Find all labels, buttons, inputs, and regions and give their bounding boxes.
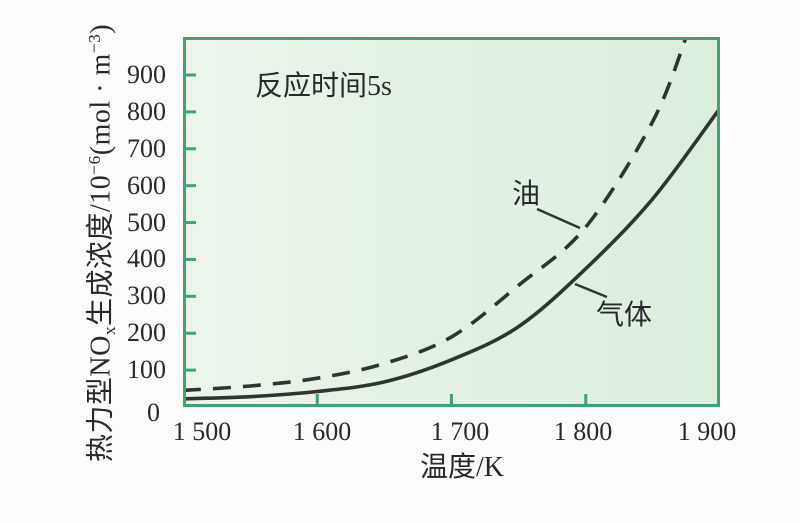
- series-label-oil: 油: [511, 179, 541, 210]
- x-tick-label: 1 800: [553, 417, 613, 446]
- y-tick-label: 400: [127, 244, 166, 274]
- x-axis-title: 温度/K: [419, 452, 504, 483]
- reaction-time-annotation: 反应时间5s: [255, 71, 392, 102]
- y-title-text: 热力型NO: [85, 335, 117, 463]
- y-tick-label: 800: [127, 96, 166, 126]
- y-tick-label: 700: [127, 133, 166, 163]
- y-tick-label: 300: [127, 281, 166, 311]
- y-tick-label: 500: [127, 207, 166, 237]
- series-label-gas: 气体: [595, 300, 653, 331]
- y-tick-label: 100: [127, 355, 166, 385]
- x-tick-label: 1 700: [430, 417, 490, 446]
- x-tick-label: 1 600: [292, 417, 352, 446]
- x-tick-label: 1 900: [677, 417, 737, 446]
- y-tick-label: 600: [127, 170, 166, 200]
- y-tick-label: 200: [127, 318, 166, 348]
- x-tick-label: 1 500: [172, 417, 232, 446]
- y-tick-label: 0: [147, 398, 160, 427]
- y-title-text: ): [85, 23, 117, 34]
- y-title-superscript: −3: [85, 33, 104, 54]
- y-tick-label: 900: [127, 59, 166, 89]
